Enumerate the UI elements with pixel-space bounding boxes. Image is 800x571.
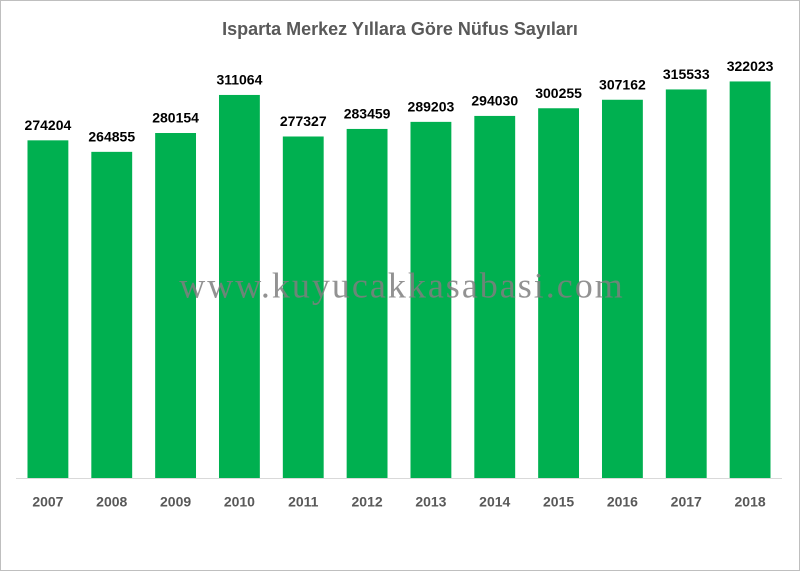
value-label: 274204 [25,117,72,133]
value-label: 277327 [280,113,327,129]
bars: 274204 2007 264855 2008 280154 2009 311064 2010… [25,58,774,510]
chart-title: Isparta Merkez Yıllara Göre Nüfus Sayıla… [222,19,578,39]
bar [538,108,580,478]
x-tick-label: 2015 [543,494,574,510]
bar [601,99,643,478]
value-label: 307162 [599,76,646,92]
bar [91,151,133,479]
x-tick-label: 2018 [735,494,766,510]
x-tick-label: 2013 [415,494,446,510]
value-label: 300255 [535,85,582,101]
value-label: 264855 [88,129,135,145]
bar [346,128,388,478]
bar [27,140,69,479]
bar [155,133,197,478]
x-tick-label: 2014 [479,494,510,510]
x-tick-label: 2011 [288,494,319,510]
x-tick-label: 2009 [160,494,191,510]
value-label: 289203 [408,99,455,115]
bar [410,121,452,479]
x-tick-label: 2017 [671,494,702,510]
bar [729,81,771,479]
value-label: 311064 [216,72,262,88]
value-label: 322023 [727,58,774,74]
value-label: 315533 [663,66,710,82]
x-tick-label: 2007 [32,494,63,510]
x-tick-label: 2016 [607,494,638,510]
value-label: 294030 [471,93,518,109]
bar [665,89,707,478]
x-tick-label: 2012 [352,494,383,510]
x-tick-label: 2008 [96,494,127,510]
value-label: 280154 [152,110,199,126]
x-tick-label: 2010 [224,494,255,510]
value-label: 283459 [344,106,391,122]
bar [218,94,260,478]
bar [282,136,324,478]
watermark: www.kuyucakkasabasi.com [179,265,625,305]
bar [474,115,516,478]
